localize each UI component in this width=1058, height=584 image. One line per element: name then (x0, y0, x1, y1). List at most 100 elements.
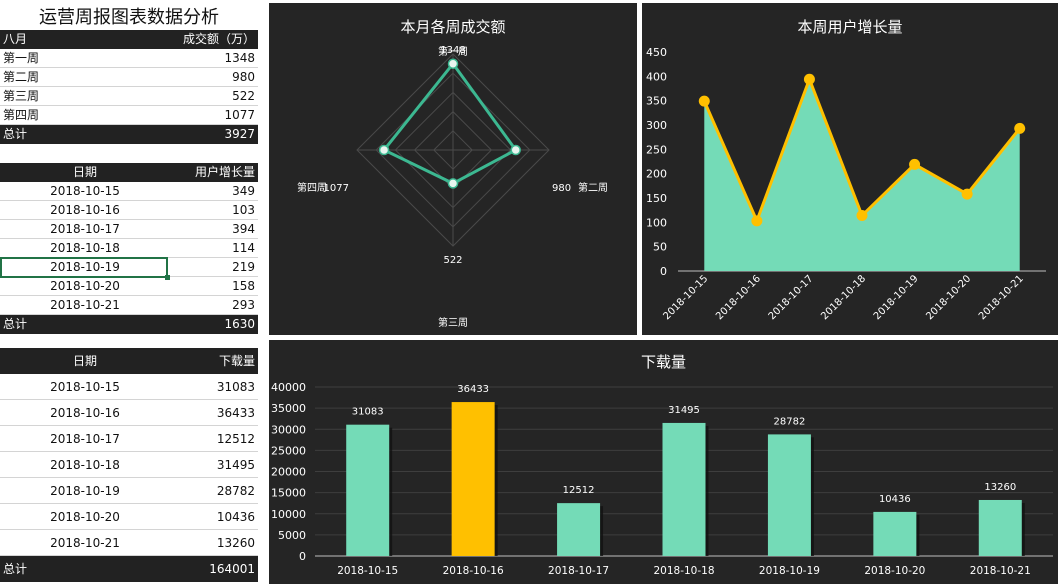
bar-chart-panel: 下载量 0 5000 10000 15000 20000 25000 30000 35000 4… (269, 340, 1058, 584)
table-row-value: 12512 (216, 432, 255, 446)
table-row-value: 394 (232, 222, 255, 236)
table-row-value: 980 (232, 70, 255, 84)
radar-point (447, 58, 459, 69)
data-point (803, 73, 815, 85)
bar-data-label: 28782 (774, 416, 806, 427)
y-tick-label: 250 (646, 143, 667, 156)
table-row-label: 2018-10-15 (50, 380, 120, 394)
x-tick-label: 2018-10-18 (819, 273, 868, 322)
table-total-row-label: 总计 (3, 562, 28, 576)
table-row[interactable]: 2018-10-19 28782 (0, 478, 258, 504)
downloads-table: 日期 下载量 2018-10-15 31083 2018-10-16 36433 2018-… (0, 348, 258, 582)
table-row[interactable]: 第三周 522 (0, 87, 258, 106)
table-row-value: 13260 (216, 536, 255, 550)
table-row[interactable]: 2018-10-18 31495 (0, 452, 258, 478)
table-header-label: 日期 (72, 354, 97, 368)
radar-point (510, 144, 521, 156)
table-row[interactable]: 第一周 1348 (0, 49, 258, 68)
y-tick-label: 100 (646, 216, 667, 229)
table-row-value: 114 (232, 241, 255, 255)
bar (873, 511, 917, 556)
table-row[interactable]: 2018-10-21 293 (0, 296, 258, 315)
table-row[interactable]: 2018-10-15 349 (0, 182, 258, 201)
table-row-label: 2018-10-18 (50, 458, 120, 472)
x-tick-label: 2018-10-20 (924, 273, 973, 322)
table-header[interactable]: 八月 成交额（万） (0, 30, 258, 49)
table-row[interactable]: 2018-10-19 219 (0, 258, 258, 277)
data-point (856, 210, 868, 222)
table-total-row-value: 1630 (224, 317, 255, 331)
bar (767, 434, 811, 556)
table-row-value: 1077 (224, 108, 255, 122)
bar-data-label: 13260 (984, 482, 1016, 493)
area-chart-panel: 本周用户增长量 0 50 100 150 200 250 300 350 400 450 2018-… (642, 3, 1058, 335)
table-total-row[interactable]: 总计 164001 (0, 556, 258, 582)
table-row-value: 158 (232, 279, 255, 293)
table-row[interactable]: 2018-10-17 12512 (0, 426, 258, 452)
fill-handle[interactable] (165, 275, 170, 280)
bar-chart-title: 下载量 (640, 353, 686, 371)
y-tick-label: 5000 (278, 529, 306, 542)
y-tick-label: 0 (660, 265, 667, 278)
table-header[interactable]: 日期 用户增长量 (0, 163, 258, 182)
y-tick-label: 35000 (271, 402, 306, 415)
table-row-label: 第四周 (3, 108, 40, 122)
table-header-label: 八月 (3, 32, 28, 46)
x-tick-label: 2018-10-21 (970, 565, 1031, 577)
table-row[interactable]: 2018-10-16 36433 (0, 400, 258, 426)
table-row[interactable]: 2018-10-15 31083 (0, 374, 258, 400)
bar-chart: 0 5000 10000 15000 20000 25000 30000 35000 40000… (271, 381, 1053, 577)
table-row-value: 36433 (216, 406, 255, 420)
table-row[interactable]: 第二周 980 (0, 68, 258, 87)
table-total-row-label: 总计 (3, 317, 28, 331)
table-total-row[interactable]: 总计 1630 (0, 315, 258, 334)
y-tick-label: 30000 (271, 423, 306, 436)
y-tick-label: 20000 (271, 466, 306, 479)
x-tick-label: 2018-10-17 (767, 273, 816, 322)
data-point (751, 215, 763, 227)
table-row[interactable]: 第四周 1077 (0, 106, 258, 125)
y-tick-label: 300 (646, 119, 667, 132)
table-row[interactable]: 2018-10-17 394 (0, 220, 258, 239)
table-row-value: 293 (232, 298, 255, 312)
x-tick-label: 2018-10-21 (977, 273, 1026, 322)
table-row[interactable]: 2018-10-21 13260 (0, 530, 258, 556)
table-row-label: 2018-10-18 (50, 241, 120, 255)
table-header-value: 下载量 (218, 354, 255, 368)
radar-point (447, 178, 459, 189)
table-row[interactable]: 2018-10-18 114 (0, 239, 258, 258)
radar-data-label: 1077 (324, 183, 349, 194)
table-row-value: 103 (232, 203, 255, 217)
table-row[interactable]: 2018-10-20 158 (0, 277, 258, 296)
table-row-label: 2018-10-19 (50, 484, 120, 498)
radar-category-label: 第二周 (578, 181, 608, 194)
table-total-row-value: 164001 (209, 562, 255, 576)
x-tick-label: 2018-10-18 (653, 565, 714, 577)
table-row-label: 2018-10-20 (50, 510, 120, 524)
table-row-label: 2018-10-20 (50, 279, 120, 293)
x-tick-label: 2018-10-15 (337, 565, 398, 577)
bar (978, 499, 1022, 556)
table-row[interactable]: 2018-10-20 10436 (0, 504, 258, 530)
radar-data-label: 522 (443, 255, 462, 266)
area-chart-title: 本周用户增长量 (797, 18, 903, 36)
table-row[interactable]: 2018-10-16 103 (0, 201, 258, 220)
bar (451, 402, 495, 556)
weekly-sales-table: 八月 成交额（万） 第一周 1348 第二周 980 第三周 522 第四周 1077 总计 3927 (0, 30, 258, 144)
table-row-label: 2018-10-21 (50, 298, 120, 312)
y-tick-label: 25000 (271, 444, 306, 457)
data-point (698, 95, 710, 107)
data-point (909, 158, 921, 170)
table-total-row[interactable]: 总计 3927 (0, 125, 258, 144)
table-row-label: 第二周 (3, 70, 40, 84)
bar-data-label: 36433 (457, 384, 489, 395)
radar-point (378, 144, 390, 156)
radar-chart-title: 本月各周成交额 (400, 18, 506, 36)
table-row-label: 2018-10-16 (50, 203, 120, 217)
table-row-value: 10436 (216, 510, 255, 524)
x-tick-label: 2018-10-16 (714, 273, 763, 322)
table-header-value: 成交额（万） (182, 32, 255, 46)
radar-category-label: 第四周 (297, 181, 327, 194)
table-header[interactable]: 日期 下载量 (0, 348, 258, 374)
